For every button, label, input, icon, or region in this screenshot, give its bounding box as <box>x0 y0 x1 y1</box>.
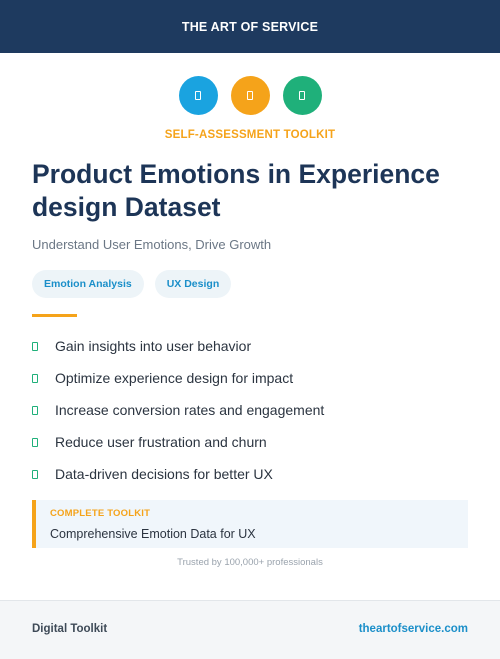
document-glyph-icon <box>299 91 305 100</box>
feature-text: Data-driven decisions for better UX <box>55 466 273 482</box>
footer-bar: Digital Toolkit theartofservice.com <box>0 600 500 659</box>
check-icon <box>32 373 38 383</box>
check-icon <box>32 469 38 479</box>
feature-list: Gain insights into user behavior Optimiz… <box>32 330 324 490</box>
tag-emotion-analysis[interactable]: Emotion Analysis <box>32 270 144 298</box>
feature-text: Reduce user frustration and churn <box>55 434 267 450</box>
page-title: Product Emotions in Experience design Da… <box>32 159 440 222</box>
orange-document-icon <box>230 76 270 115</box>
check-icon <box>32 405 38 415</box>
brand-name: THE ART OF SERVICE <box>181 19 319 34</box>
trust-note: Trusted by 100,000+ professionals <box>177 557 323 568</box>
document-glyph-icon <box>195 91 201 100</box>
feature-text: Gain insights into user behavior <box>55 338 252 354</box>
icon-row <box>0 76 500 115</box>
header-bar: THE ART OF SERVICE <box>0 0 500 53</box>
subtitle: Understand User Emotions, Drive Growth <box>32 237 272 252</box>
document-glyph-icon <box>247 91 253 100</box>
green-document-icon <box>282 76 322 115</box>
website-link[interactable]: theartofservice.com <box>358 623 468 635</box>
footer-label: Digital Toolkit <box>32 623 108 635</box>
toolkit-callout: COMPLETE TOOLKIT Comprehensive Emotion D… <box>32 500 468 548</box>
accent-divider <box>32 314 77 317</box>
list-item: Increase conversion rates and engagement <box>32 394 324 426</box>
feature-text: Optimize experience design for impact <box>55 370 294 386</box>
list-item: Data-driven decisions for better UX <box>32 458 324 490</box>
kicker-label: SELF-ASSESSMENT TOOLKIT <box>164 129 336 141</box>
callout-text: Comprehensive Emotion Data for UX <box>50 527 256 541</box>
tag-ux-design[interactable]: UX Design <box>154 270 232 298</box>
callout-label: COMPLETE TOOLKIT <box>50 508 151 519</box>
check-icon <box>32 437 38 447</box>
check-icon <box>32 341 38 351</box>
list-item: Gain insights into user behavior <box>32 330 324 362</box>
tag-list: Emotion Analysis UX Design <box>32 270 232 298</box>
list-item: Optimize experience design for impact <box>32 362 324 394</box>
feature-text: Increase conversion rates and engagement <box>55 402 325 418</box>
blue-document-icon <box>178 76 218 115</box>
list-item: Reduce user frustration and churn <box>32 426 324 458</box>
